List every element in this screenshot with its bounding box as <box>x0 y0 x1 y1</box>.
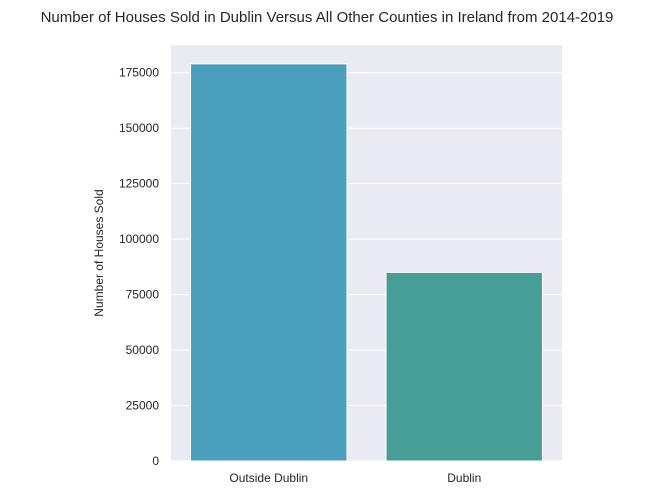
y-tick-label: 150000 <box>119 121 159 135</box>
y-tick-label: 75000 <box>126 288 160 302</box>
y-tick-label: 25000 <box>126 399 160 413</box>
bar-dublin <box>385 271 543 462</box>
x-tick-label: Outside Dublin <box>229 471 308 485</box>
y-tick-label: 50000 <box>126 343 160 357</box>
y-tick-label: 175000 <box>119 66 159 80</box>
y-axis-ticks: 0 25000 50000 75000 100000 125000 150000 175000 <box>119 66 159 468</box>
chart-title: Number of Houses Sold in Dublin Versus A… <box>41 9 614 26</box>
x-tick-label: Dublin <box>447 471 481 485</box>
y-tick-label: 125000 <box>119 177 159 191</box>
y-axis-label: Number of Houses Sold <box>92 189 106 316</box>
bar-outside-dublin <box>190 63 348 462</box>
y-tick-label: 0 <box>152 454 159 468</box>
x-axis-ticks: Outside Dublin Dublin <box>229 471 481 485</box>
y-tick-label: 100000 <box>119 232 159 246</box>
bars <box>190 63 543 462</box>
